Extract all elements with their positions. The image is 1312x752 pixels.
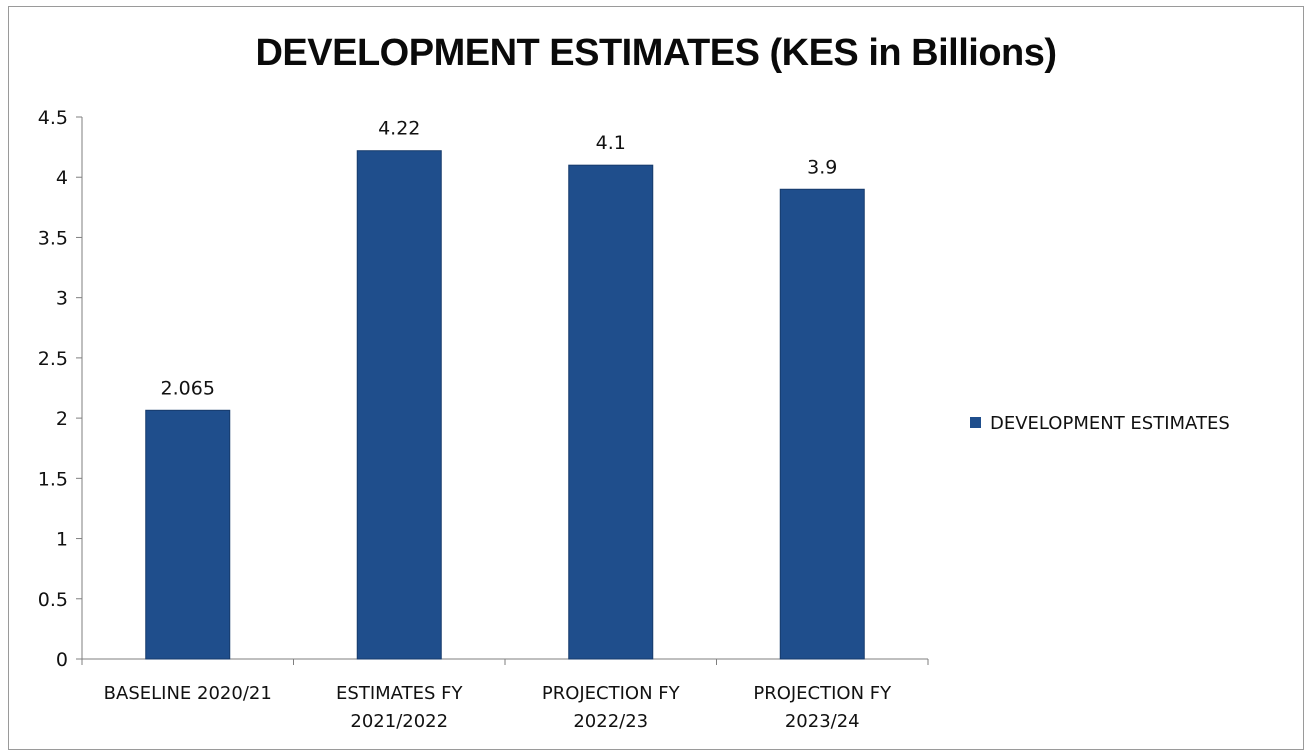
- category-label: PROJECTION FY: [753, 683, 892, 704]
- y-tick-label: 2: [56, 408, 68, 430]
- y-tick-label: 3.5: [38, 227, 68, 249]
- data-label: 4.1: [596, 132, 626, 154]
- bar: [145, 409, 231, 660]
- y-tick-label: 0: [56, 649, 68, 671]
- y-tick-label: 4.5: [38, 107, 68, 129]
- category-label: 2021/2022: [350, 711, 448, 732]
- bar: [779, 188, 865, 660]
- y-tick-label: 4: [56, 167, 68, 189]
- bar: [568, 164, 654, 660]
- category-label: 2022/23: [573, 711, 648, 732]
- category-label: PROJECTION FY: [542, 683, 681, 704]
- y-tick-label: 3: [56, 288, 68, 310]
- y-tick-label: 1: [56, 529, 68, 551]
- y-tick-label: 2.5: [38, 348, 68, 370]
- legend-label: DEVELOPMENT ESTIMATES: [990, 413, 1230, 434]
- data-label: 4.22: [378, 118, 420, 140]
- data-label: 3.9: [807, 156, 837, 178]
- y-tick-label: 0.5: [38, 589, 68, 611]
- category-label: BASELINE 2020/21: [104, 683, 272, 704]
- bar: [356, 150, 442, 660]
- chart-title: DEVELOPMENT ESTIMATES (KES in Billions): [255, 32, 1057, 74]
- data-label: 2.065: [161, 377, 215, 399]
- y-tick-label: 1.5: [38, 468, 68, 490]
- category-label: ESTIMATES FY: [336, 683, 463, 704]
- category-label: 2023/24: [785, 711, 860, 732]
- legend-swatch: [970, 417, 981, 428]
